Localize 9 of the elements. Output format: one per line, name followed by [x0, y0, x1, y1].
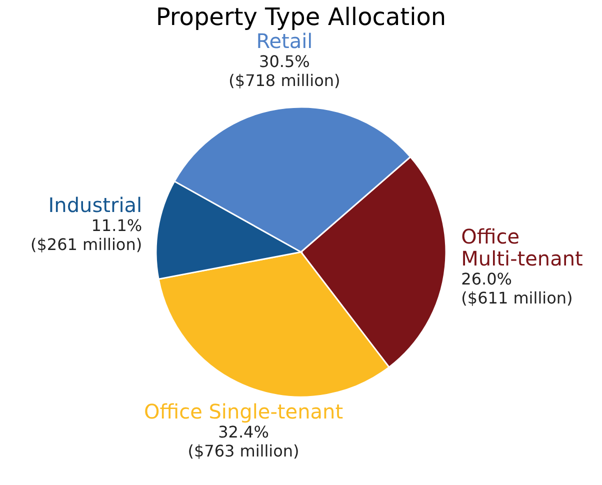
slice-label: Office Single-tenant	[144, 399, 344, 424]
data-label: 32.4% ($763 million)	[188, 422, 300, 460]
data-label: 30.5% ($718 million)	[228, 52, 340, 90]
slice-label: Industrial	[48, 193, 142, 218]
data-label: 11.1% ($261 million)	[30, 216, 142, 254]
slice-label: Retail	[256, 28, 313, 53]
slice-label: Office Multi-tenant	[461, 224, 584, 270]
data-label: 26.0% ($611 million)	[461, 269, 573, 308]
chart-title: Property Type Allocation	[156, 3, 446, 31]
